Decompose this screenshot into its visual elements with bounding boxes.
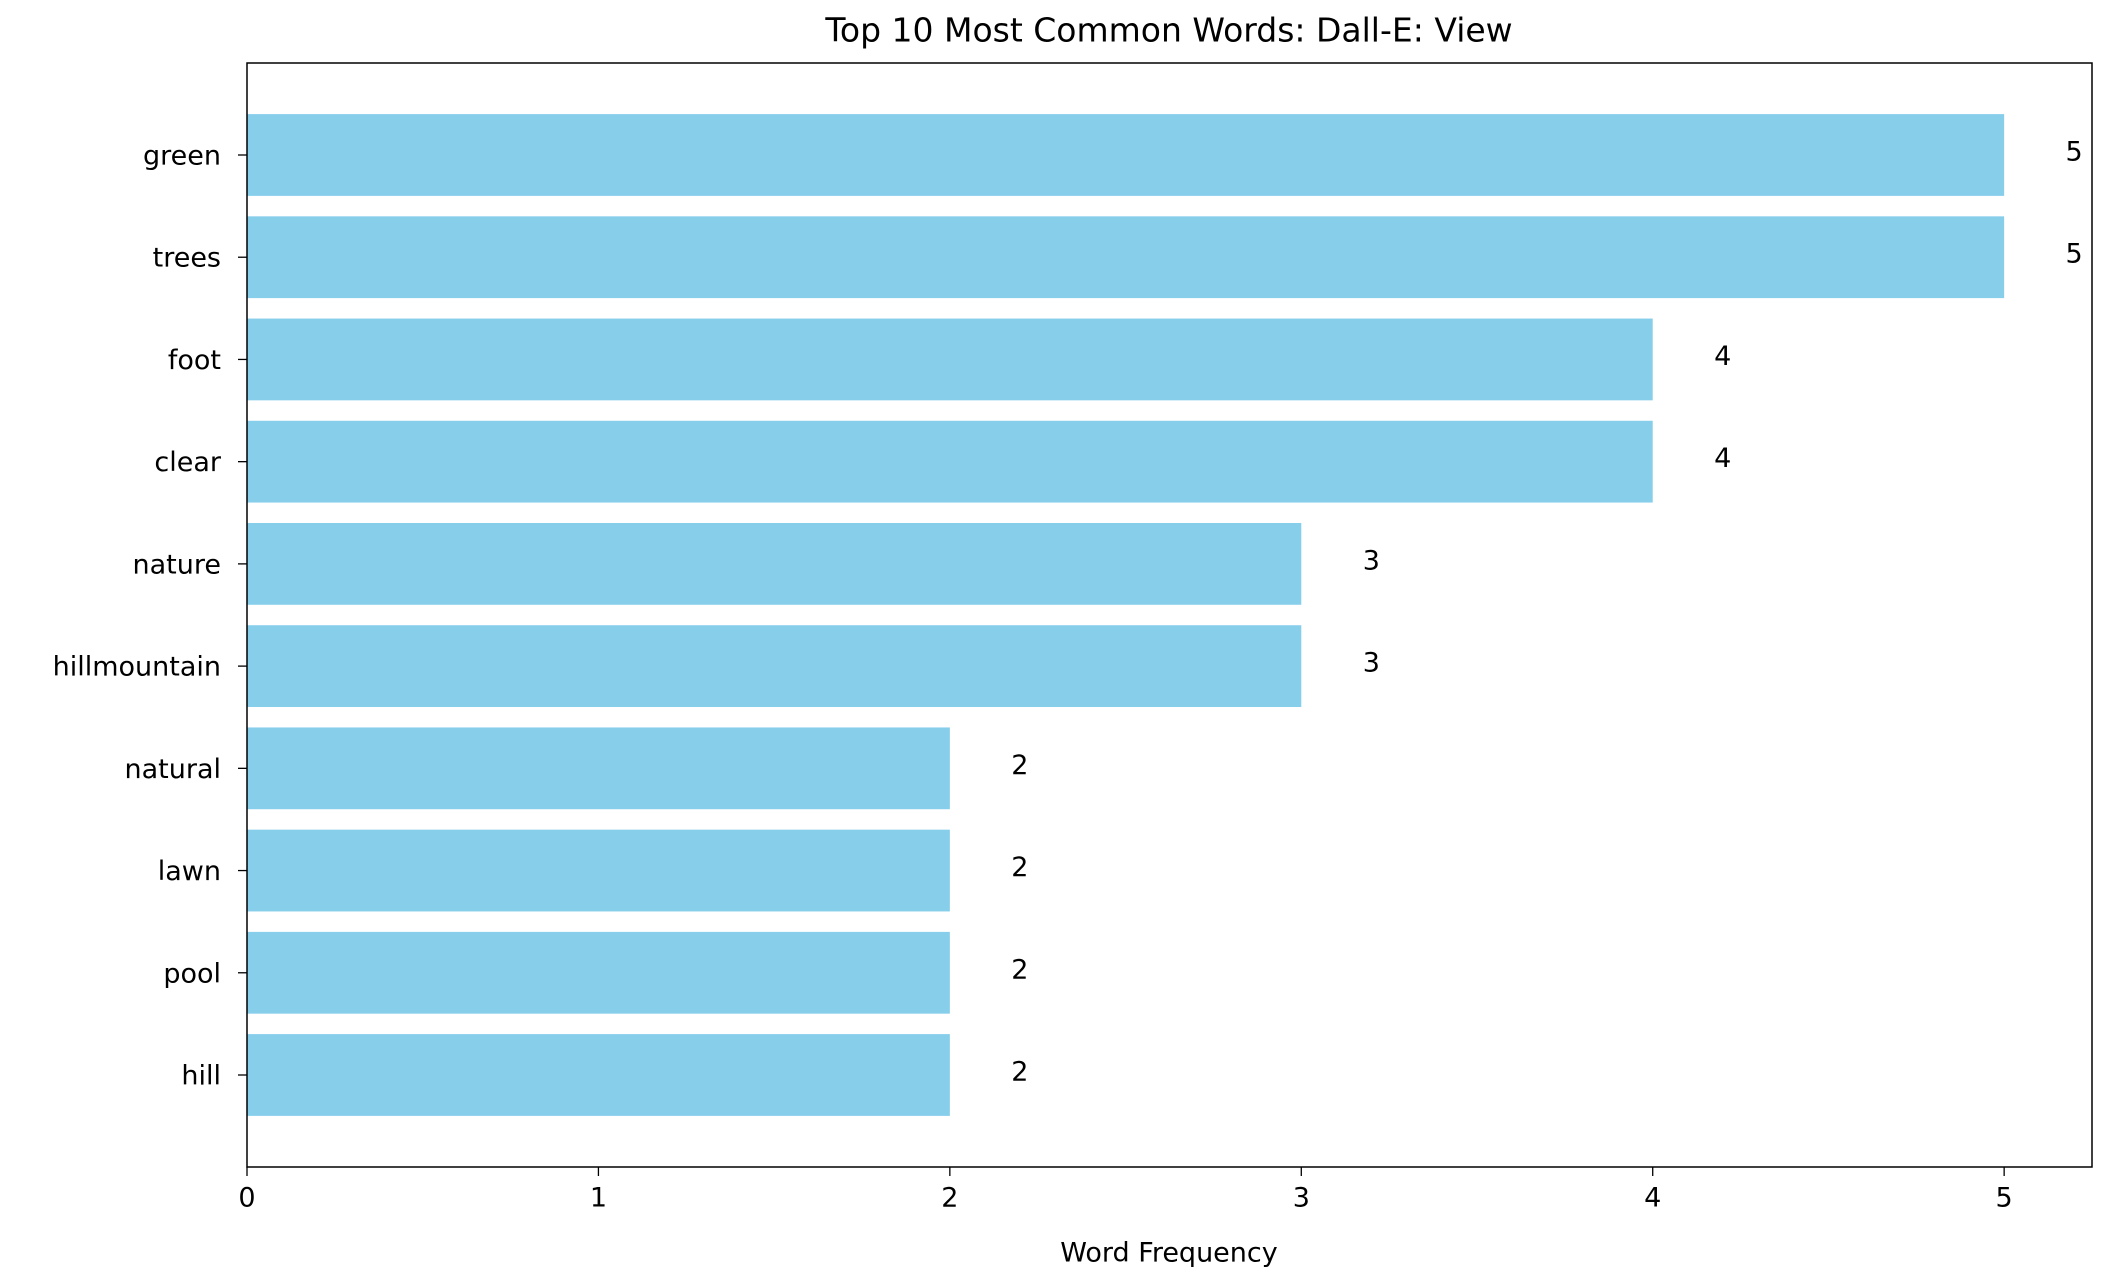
y-tick-label: clear — [154, 447, 222, 478]
value-label: 5 — [2066, 137, 2083, 168]
bar — [247, 114, 2005, 196]
value-label: 2 — [1011, 954, 1028, 985]
x-tick-label: 1 — [590, 1183, 607, 1214]
y-tick-label: hill — [181, 1061, 221, 1092]
value-label: 3 — [1363, 648, 1380, 679]
bar — [247, 727, 950, 810]
y-tick-label: lawn — [158, 856, 221, 887]
x-tick-label: 4 — [1644, 1183, 1661, 1214]
value-label: 4 — [1714, 341, 1731, 372]
x-tick-label: 0 — [238, 1183, 255, 1214]
y-tick-label: natural — [124, 754, 221, 785]
value-label: 5 — [2066, 239, 2083, 270]
y-tick-label: hillmountain — [53, 652, 221, 683]
x-tick-label: 2 — [941, 1183, 958, 1214]
x-tick-label: 3 — [1293, 1183, 1310, 1214]
y-tick-label: trees — [153, 243, 221, 274]
x-tick-label: 5 — [1996, 1183, 2013, 1214]
bar — [247, 523, 1302, 605]
y-tick-label: foot — [168, 345, 221, 376]
value-label: 2 — [1011, 750, 1028, 781]
bar — [247, 829, 950, 912]
y-tick-label: green — [143, 141, 221, 172]
x-axis-label: Word Frequency — [1060, 1238, 1277, 1269]
value-label: 2 — [1011, 1057, 1028, 1088]
value-label: 3 — [1363, 545, 1380, 576]
plot-frame — [246, 62, 2093, 1168]
bar — [247, 420, 1653, 503]
y-tick-label: pool — [163, 958, 221, 989]
value-label: 2 — [1011, 852, 1028, 883]
bar — [247, 625, 1302, 707]
bar — [247, 1034, 950, 1116]
value-label: 4 — [1714, 443, 1731, 474]
bar — [247, 931, 950, 1014]
chart-title: Top 10 Most Common Words: Dall-E: View — [824, 11, 1512, 50]
y-tick-label: nature — [133, 549, 221, 580]
bar — [247, 216, 2005, 299]
bar — [247, 318, 1653, 401]
